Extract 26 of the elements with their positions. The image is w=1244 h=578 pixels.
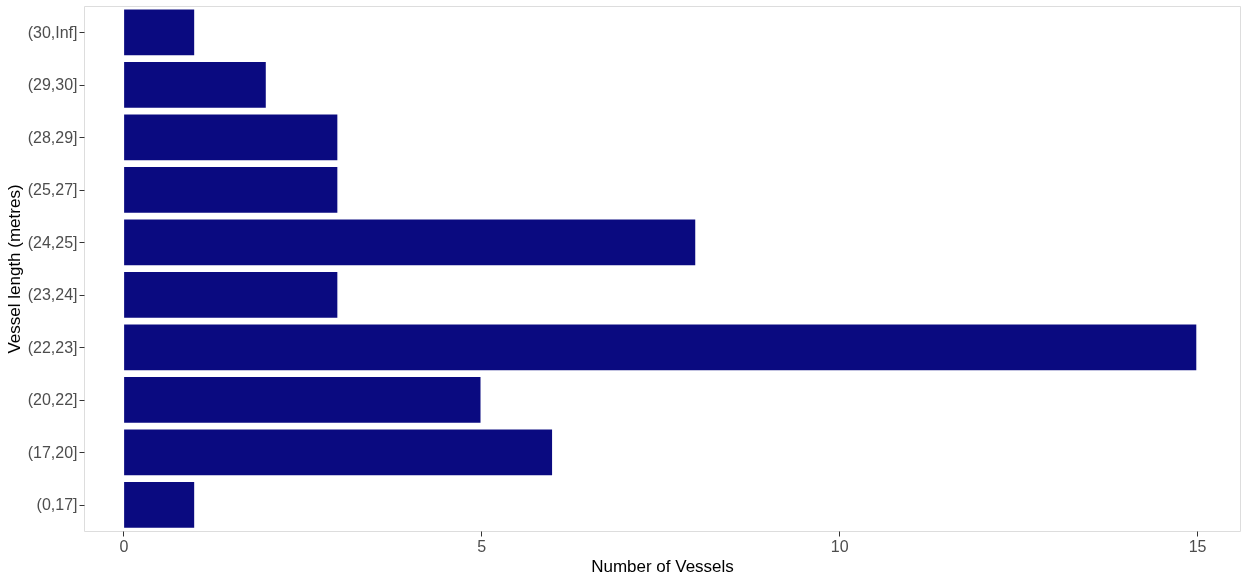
bar <box>122 322 1198 372</box>
bar <box>122 427 554 477</box>
x-axis-title: Number of Vessels <box>591 556 734 576</box>
bar <box>122 60 268 110</box>
x-tick-label: 5 <box>477 537 487 555</box>
y-tick-label: (0,17] <box>36 496 78 514</box>
y-tick-label: (23,24] <box>27 286 78 304</box>
bar <box>122 7 196 57</box>
x-tick-label: 10 <box>830 537 849 555</box>
y-tick-label: (17,20] <box>27 443 78 461</box>
bar <box>122 217 697 267</box>
y-tick-label: (25,27] <box>27 181 78 199</box>
y-tick-label: (30,Inf] <box>27 23 78 41</box>
x-tick-label: 15 <box>1188 537 1207 555</box>
x-tick-label: 0 <box>119 537 129 555</box>
y-tick-label: (29,30] <box>27 76 78 94</box>
y-axis-title: Vessel length (metres) <box>4 184 24 354</box>
bar <box>122 165 339 215</box>
bar <box>122 270 339 320</box>
y-tick-label: (22,23] <box>27 338 78 356</box>
bar <box>122 112 339 162</box>
y-tick-label: (20,22] <box>27 391 78 409</box>
bar <box>122 375 483 425</box>
y-tick-label: (28,29] <box>27 128 78 146</box>
y-tick-label: (24,25] <box>27 233 78 251</box>
bar <box>122 480 196 530</box>
